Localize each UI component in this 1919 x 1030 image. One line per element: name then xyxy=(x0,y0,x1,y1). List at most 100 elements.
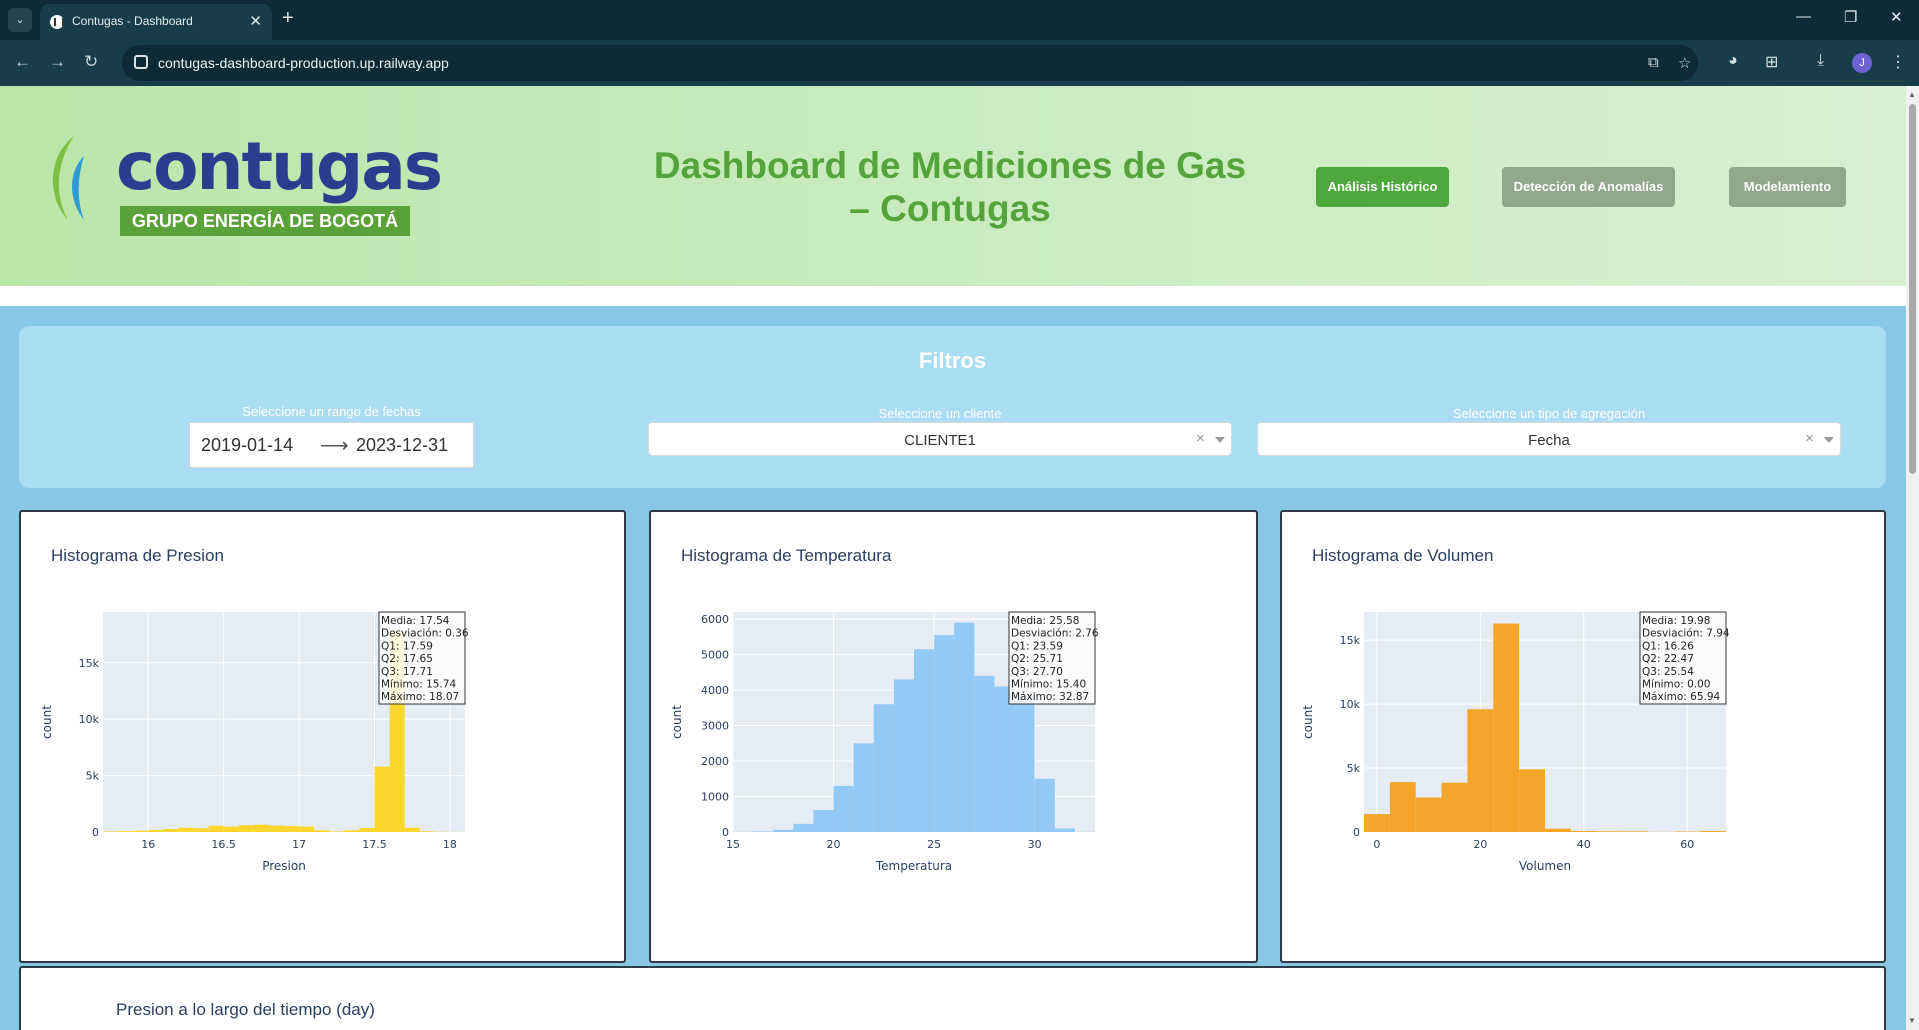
histogram-bar[interactable] xyxy=(163,829,179,832)
histogram-bar[interactable] xyxy=(1054,828,1075,832)
y-tick-label: 0 xyxy=(722,826,729,839)
histogram-bar[interactable] xyxy=(793,823,814,832)
close-window-icon[interactable]: ✕ xyxy=(1890,9,1903,26)
bookmark-star-icon[interactable]: ☆ xyxy=(1678,55,1692,72)
histogram-bar[interactable] xyxy=(1596,831,1623,832)
histogram-bar[interactable] xyxy=(148,829,164,832)
histogram-bar[interactable] xyxy=(994,686,1015,832)
histogram-bar[interactable] xyxy=(374,766,390,832)
nav-modelamiento-button[interactable]: Modelamiento xyxy=(1729,167,1846,207)
translate-icon[interactable]: ⧉ xyxy=(1648,54,1659,71)
histogram-bar[interactable] xyxy=(133,830,149,832)
histogram-bar[interactable] xyxy=(954,622,975,832)
scroll-up-icon[interactable]: ▲ xyxy=(1908,90,1916,99)
logo-swoosh-icon xyxy=(52,136,84,220)
histogram-bar[interactable] xyxy=(753,831,774,832)
tab-search-icon[interactable]: ⌄ xyxy=(8,8,32,32)
presion-histogram-chart[interactable]: 0 5k 10k 15k 16 16.5 17 17.5 18 Presion count Media… xyxy=(21,512,624,961)
x-axis-label: Volumen xyxy=(1519,859,1571,873)
restore-icon[interactable]: ❐ xyxy=(1844,9,1858,26)
date-range-label: Seleccione un rango de fechas xyxy=(242,404,421,419)
histogram-bar[interactable] xyxy=(813,810,834,832)
stats-line: Media: 19.98 xyxy=(1642,615,1710,627)
histogram-bar[interactable] xyxy=(404,827,420,832)
stats-line: Mínimo: 0.00 xyxy=(1642,679,1710,691)
new-tab-icon[interactable]: + xyxy=(282,7,294,29)
address-bar[interactable]: contugas-dashboard-production.up.railway… xyxy=(122,45,1698,81)
histogram-bar[interactable] xyxy=(914,649,935,832)
aggregation-select[interactable]: Fecha × xyxy=(1257,422,1841,456)
histogram-bar[interactable] xyxy=(1674,831,1701,832)
histogram-bar[interactable] xyxy=(1570,830,1597,832)
clear-icon[interactable]: × xyxy=(1196,430,1205,447)
histogram-bar[interactable] xyxy=(974,675,995,832)
histogram-bar[interactable] xyxy=(253,824,269,832)
histogram-bar[interactable] xyxy=(208,825,224,832)
stats-line: Máximo: 18.07 xyxy=(381,691,459,703)
date-start-input[interactable]: 2019-01-14 xyxy=(201,435,294,455)
histogram-bar[interactable] xyxy=(268,825,284,832)
histogram-bar[interactable] xyxy=(118,831,134,832)
histogram-bar[interactable] xyxy=(893,679,914,832)
nav-deteccion-anomalias-button[interactable]: Detección de Anomalías xyxy=(1502,167,1675,207)
stats-line: Q2: 22.47 xyxy=(1642,653,1694,665)
volumen-histogram-chart[interactable]: 0 5k 10k 15k 0 20 40 60 Volumen count Media: 19.98… xyxy=(1282,512,1884,961)
extensions-puzzle-icon[interactable]: ⊞ xyxy=(1765,54,1779,71)
date-range-picker[interactable]: 2019-01-14 ⟶ 2023-12-31 xyxy=(189,422,474,468)
histogram-bar[interactable] xyxy=(359,828,375,832)
histogram-bar[interactable] xyxy=(1493,623,1520,832)
client-select[interactable]: CLIENTE1 × xyxy=(648,422,1232,456)
url-text[interactable]: contugas-dashboard-production.up.railway… xyxy=(158,55,449,71)
menu-kebab-icon[interactable]: ⋮ xyxy=(1890,54,1906,71)
back-icon[interactable]: ← xyxy=(14,52,31,71)
histogram-bar[interactable] xyxy=(419,831,435,832)
histogram-bar[interactable] xyxy=(1415,797,1442,832)
profile-avatar[interactable]: J xyxy=(1852,53,1872,73)
clear-icon[interactable]: × xyxy=(1805,430,1814,447)
chevron-down-icon[interactable] xyxy=(1215,437,1225,443)
nav-analisis-historico-button[interactable]: Análisis Histórico xyxy=(1316,167,1449,207)
histogram-bar[interactable] xyxy=(1034,778,1055,832)
histogram-bar[interactable] xyxy=(178,827,194,832)
histogram-bar[interactable] xyxy=(1389,782,1416,832)
histogram-bar[interactable] xyxy=(238,825,254,832)
minimize-icon[interactable]: — xyxy=(1796,8,1811,25)
histogram-bar[interactable] xyxy=(773,829,794,832)
histogram-bar[interactable] xyxy=(853,743,874,832)
histogram-bar[interactable] xyxy=(1467,709,1494,832)
scroll-down-icon[interactable]: ▼ xyxy=(1908,1016,1916,1025)
scrollbar-thumb[interactable] xyxy=(1909,104,1916,474)
extension-icon[interactable]: ◕ xyxy=(1728,52,1738,69)
histogram-bar[interactable] xyxy=(223,826,239,832)
filters-panel: Filtros Seleccione un rango de fechas 20… xyxy=(19,326,1886,488)
histogram-bar[interactable] xyxy=(329,831,345,832)
histogram-bar[interactable] xyxy=(833,785,854,832)
close-tab-icon[interactable]: ✕ xyxy=(249,13,262,30)
histogram-bar[interactable] xyxy=(1364,814,1390,832)
temperatura-histogram-chart[interactable]: 0 1000 2000 3000 4000 5000 6000 15 20 25 30 Tempera… xyxy=(651,512,1256,961)
reload-icon[interactable]: ↻ xyxy=(84,52,99,71)
aggregation-select-value: Fecha xyxy=(1528,432,1570,449)
site-info-icon[interactable] xyxy=(134,55,148,69)
histogram-bar[interactable] xyxy=(193,828,209,832)
histogram-bar[interactable] xyxy=(314,830,330,832)
histogram-bar[interactable] xyxy=(873,704,894,832)
histogram-bar[interactable] xyxy=(1014,697,1035,832)
histogram-bar[interactable] xyxy=(1545,828,1571,832)
histogram-bar[interactable] xyxy=(934,635,955,832)
browser-tab[interactable]: Contugas - Dashboard ✕ xyxy=(40,4,272,40)
browser-toolbar: ← → ↻ contugas-dashboard-production.up.r… xyxy=(0,40,1919,86)
histogram-bar[interactable] xyxy=(1700,830,1726,832)
histogram-bar[interactable] xyxy=(1519,769,1545,832)
download-icon[interactable]: ⤓ xyxy=(1817,52,1825,69)
histogram-bar[interactable] xyxy=(299,826,315,832)
histogram-bar[interactable] xyxy=(1441,782,1468,832)
histogram-bar[interactable] xyxy=(103,831,119,832)
forward-icon[interactable]: → xyxy=(49,52,66,71)
histogram-bar[interactable] xyxy=(1622,831,1649,832)
page-scrollbar[interactable]: ▲ ▼ xyxy=(1906,86,1919,1030)
histogram-bar[interactable] xyxy=(284,826,300,832)
date-end-input[interactable]: 2023-12-31 xyxy=(356,435,449,455)
chevron-down-icon[interactable] xyxy=(1824,437,1834,443)
histogram-bar[interactable] xyxy=(344,830,360,832)
